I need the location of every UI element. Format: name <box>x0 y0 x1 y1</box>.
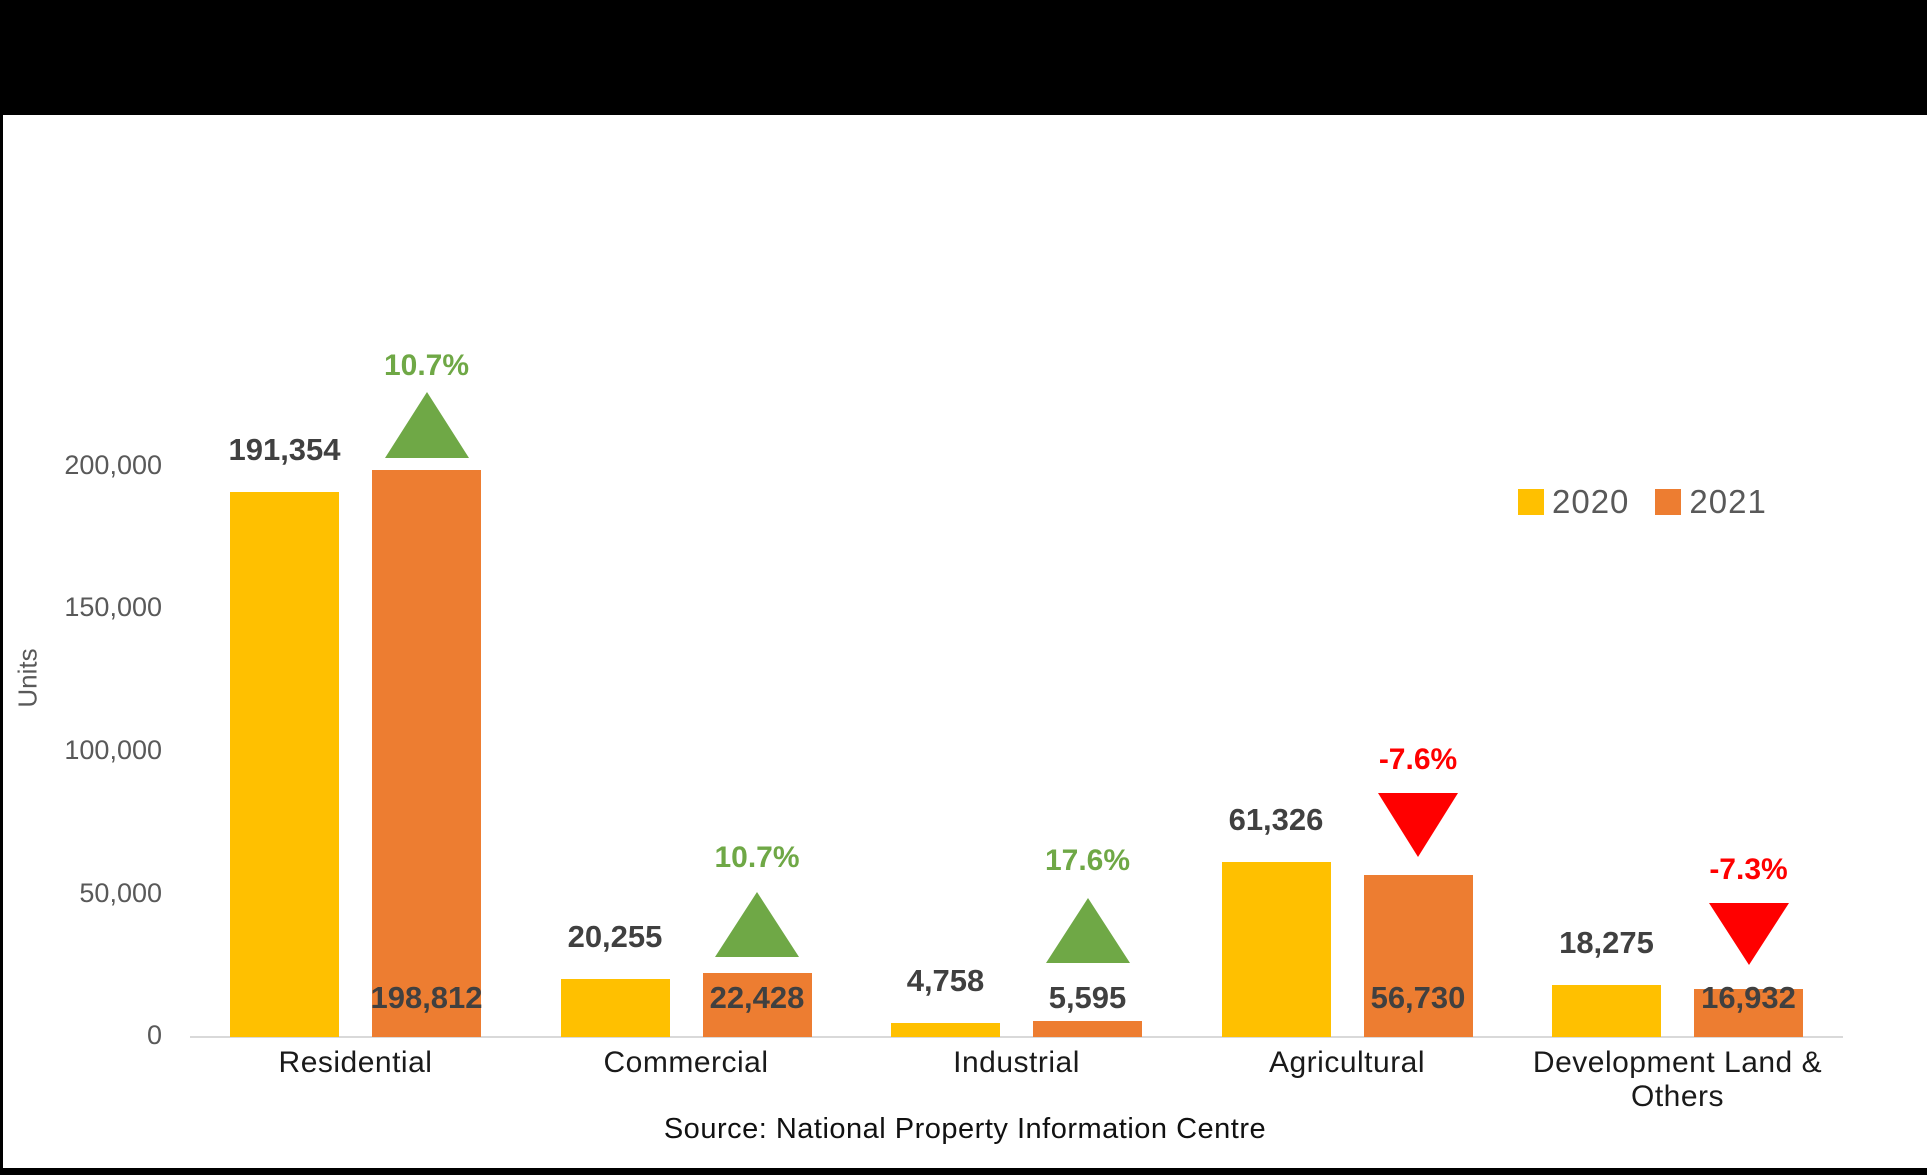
category-label-residential: Residential <box>278 1046 433 1079</box>
change-percent-commercial: 10.7% <box>714 841 800 874</box>
bar-2020-industrial <box>891 1023 1000 1037</box>
value-label-2020-development-land-others: 18,275 <box>1559 924 1654 960</box>
value-label-2020-industrial: 4,758 <box>906 963 985 999</box>
legend-label-2021: 2021 <box>1689 483 1767 520</box>
chart-slide: Units Source: National Property Informat… <box>3 115 1927 1168</box>
bar-2021-industrial <box>1033 1021 1142 1037</box>
category-label-industrial: Industrial <box>953 1046 1080 1079</box>
bar-2021-development-land-others <box>1694 988 1803 1037</box>
legend-entry-2020: 2020 <box>1518 483 1629 521</box>
category-label-development-land-others: Development Land & Others <box>1532 1046 1823 1113</box>
value-label-2021-commercial: 22,428 <box>709 980 805 1015</box>
change-percent-development-land-others: -7.3% <box>1709 853 1788 886</box>
value-label-2021-industrial: 5,595 <box>1048 980 1127 1015</box>
x-axis-line <box>190 1036 1843 1038</box>
bar-2021-commercial <box>702 973 812 1037</box>
y-axis-tick-100-000: 100,000 <box>64 735 162 765</box>
source-note: Source: National Property Information Ce… <box>663 1113 1267 1145</box>
legend-swatch-icon-2021 <box>1655 489 1682 515</box>
change-percent-residential: 10.7% <box>383 349 470 382</box>
bar-2021-residential <box>372 470 481 1037</box>
y-axis-title: Units <box>12 648 43 708</box>
value-label-2020-commercial: 20,255 <box>567 919 663 955</box>
legend-entry-2021: 2021 <box>1655 483 1766 521</box>
bar-2021-agricultural <box>1363 875 1473 1037</box>
y-axis-tick-150-000: 150,000 <box>64 592 162 622</box>
decrease-triangle-icon-development-land-others <box>1708 903 1789 965</box>
value-label-2021-agricultural: 56,730 <box>1370 980 1466 1015</box>
change-percent-agricultural: -7.6% <box>1378 743 1458 776</box>
chart-legend: 2020 2021 <box>1518 483 1767 521</box>
value-label-2020-residential: 191,354 <box>228 431 341 467</box>
category-label-commercial: Commercial <box>603 1046 769 1079</box>
bar-2020-agricultural <box>1221 862 1331 1037</box>
y-axis-tick-200-000: 200,000 <box>64 450 162 480</box>
category-label-agricultural: Agricultural <box>1268 1046 1426 1079</box>
change-percent-industrial: 17.6% <box>1044 844 1131 877</box>
legend-swatch-icon-2020 <box>1518 489 1544 515</box>
bar-2020-commercial <box>560 979 670 1037</box>
increase-triangle-icon-residential <box>384 392 469 458</box>
bar-2020-development-land-others <box>1552 984 1661 1037</box>
y-axis-tick-50-000: 50,000 <box>79 878 162 908</box>
value-label-2021-development-land-others: 16,932 <box>1701 980 1796 1015</box>
value-label-2021-residential: 198,812 <box>370 980 483 1015</box>
increase-triangle-icon-industrial <box>1045 898 1130 963</box>
decrease-triangle-icon-agricultural <box>1378 793 1458 857</box>
increase-triangle-icon-commercial <box>715 892 799 957</box>
bar-2020-residential <box>230 491 339 1037</box>
value-label-2020-agricultural: 61,326 <box>1228 802 1324 838</box>
y-axis-tick-0: 0 <box>146 1020 162 1050</box>
legend-label-2020: 2020 <box>1552 483 1630 520</box>
